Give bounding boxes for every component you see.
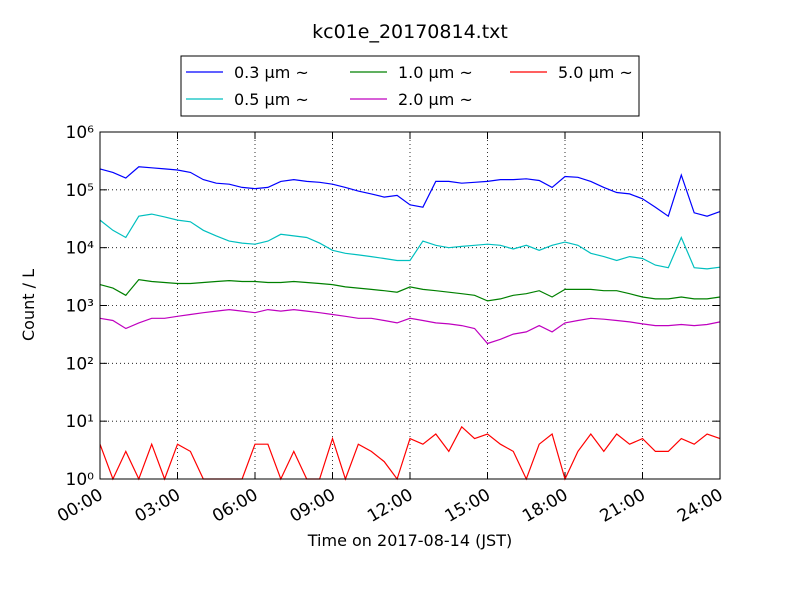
y-axis-label: Count / L	[19, 269, 38, 341]
y-tick-label: 10⁴	[66, 239, 95, 259]
y-tick-label: 10⁰	[66, 470, 95, 490]
y-tick-label: 10⁵	[66, 181, 94, 201]
legend-label: 0.3 μm ~	[234, 63, 309, 82]
y-tick-label: 10³	[66, 297, 94, 317]
legend-label: 0.5 μm ~	[234, 90, 309, 109]
chart-title: kc01e_20170814.txt	[312, 21, 508, 43]
y-tick-label: 10²	[66, 354, 94, 374]
series-line	[99, 308, 721, 345]
legend-label: 5.0 μm ~	[558, 63, 633, 82]
legend-label: 2.0 μm ~	[398, 90, 473, 109]
legend-label: 1.0 μm ~	[398, 63, 473, 82]
series-line	[99, 213, 721, 270]
series-line	[99, 166, 721, 218]
legend: 0.3 μm ~ 0.5 μm ~ 1.0 μm ~ 2.0 μm ~ 5.0 μm ~	[180, 55, 640, 117]
legend-box	[180, 55, 640, 117]
series-line	[99, 278, 721, 302]
plot-frame	[99, 131, 721, 480]
x-axis-label: Time on 2017-08-14 (JST)	[307, 531, 512, 550]
y-tick-label: 10¹	[66, 412, 94, 432]
y-tick-label: 10⁶	[66, 123, 95, 143]
